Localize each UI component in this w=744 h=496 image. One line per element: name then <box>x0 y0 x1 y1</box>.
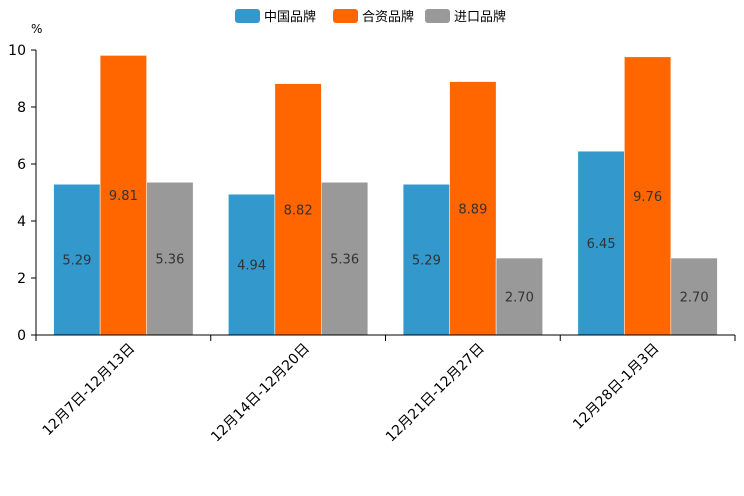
bar <box>402 183 450 336</box>
y-tick-label: 6 <box>17 157 26 173</box>
legend-label: 进口品牌 <box>454 9 506 25</box>
bar <box>624 56 672 336</box>
y-tick-label: 10 <box>8 43 26 59</box>
data-label: 9.76 <box>633 190 662 205</box>
legend-swatch <box>425 9 450 23</box>
data-label: 6.45 <box>587 237 616 252</box>
bar <box>228 193 276 336</box>
x-category-label: 12月14日-12月20日 <box>208 341 313 446</box>
y-axis-unit-label: % <box>31 22 42 36</box>
bar <box>274 83 322 336</box>
bar <box>449 81 497 336</box>
y-axis: 0 2 4 6 8 10 <box>8 43 37 344</box>
bar <box>146 181 194 336</box>
legend-swatch <box>235 9 260 23</box>
legend-label: 合资品牌 <box>362 9 414 25</box>
data-label: 5.36 <box>330 253 359 268</box>
data-label: 5.29 <box>62 254 91 269</box>
y-tick-label: 8 <box>17 100 26 116</box>
y-tick-label: 4 <box>17 214 26 230</box>
y-tick-label: 2 <box>17 271 26 287</box>
x-category-label: 12月28日-1月3日 <box>570 341 662 433</box>
data-label: 5.36 <box>155 253 184 268</box>
data-label: 4.94 <box>237 259 266 274</box>
y-tick-label: 0 <box>17 328 26 344</box>
legend: 中国品牌 合资品牌 进口品牌 <box>235 9 506 25</box>
bar <box>321 181 369 336</box>
data-label: 2.70 <box>680 291 709 306</box>
x-category-label: 12月7日-12月13日 <box>40 341 139 440</box>
x-category-label: 12月21日-12月27日 <box>383 341 488 446</box>
x-axis: 12月7日-12月13日 12月14日-12月20日 12月21日-12月27日 12… <box>35 334 736 446</box>
data-label: 8.82 <box>284 203 313 218</box>
data-label: 8.89 <box>458 202 487 217</box>
data-label: 2.70 <box>505 291 534 306</box>
bar <box>670 257 718 336</box>
data-label: 9.81 <box>109 189 138 204</box>
bar <box>495 257 543 336</box>
legend-label: 中国品牌 <box>264 9 316 25</box>
data-labels: 5.29 4.94 5.29 6.45 9.81 8.82 8.89 9.76 5.36 5.36… <box>62 189 708 305</box>
bar <box>99 55 147 336</box>
data-label: 5.29 <box>412 254 441 269</box>
bar <box>577 150 625 336</box>
legend-swatch <box>333 9 358 23</box>
bars <box>53 55 718 336</box>
